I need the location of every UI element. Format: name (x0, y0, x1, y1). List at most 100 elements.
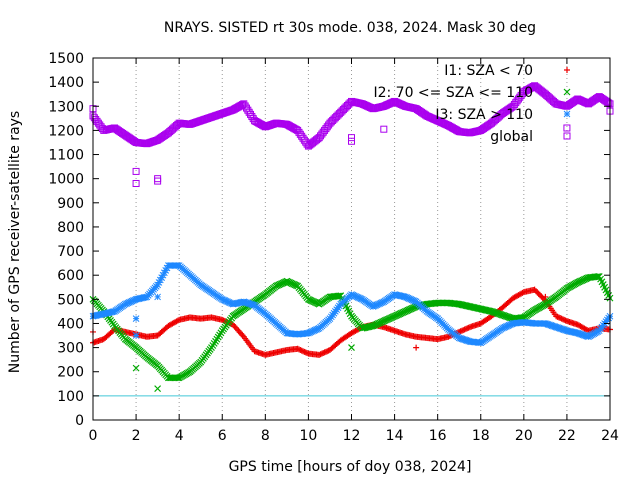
data-point (535, 290, 542, 297)
data-point (297, 347, 304, 354)
data-point (554, 313, 561, 320)
data-point (301, 348, 308, 355)
data-point (121, 300, 129, 308)
y-tick-label: 1300 (48, 99, 84, 115)
data-point (159, 271, 167, 279)
data-point (316, 351, 323, 358)
data-point (317, 351, 324, 358)
data-point (410, 297, 417, 304)
x-tick-label: 6 (218, 428, 227, 444)
y-tick-label: 600 (57, 268, 84, 284)
y-tick-label: 700 (57, 244, 84, 260)
legend: I1: SZA < 70 I2: 70 <= SZA <= 110 I3: SZA … (373, 63, 571, 145)
data-point (500, 324, 507, 332)
outlier-point (154, 177, 162, 185)
y-tick-label: 0 (75, 413, 84, 429)
data-point (225, 298, 233, 306)
data-point (534, 289, 541, 296)
data-point (318, 350, 325, 357)
outlier-point (132, 179, 140, 187)
plot-frame (92, 57, 611, 421)
data-point (462, 325, 469, 332)
data-point (348, 291, 355, 298)
legend-label: I2: 70 <= SZA <= 110 (373, 85, 533, 101)
data-point (220, 296, 227, 304)
x-tick-label: 8 (261, 428, 270, 444)
data-point (519, 289, 526, 296)
tick-layer: 0100200300400500600700800900100011001200… (48, 51, 619, 444)
data-point (131, 296, 139, 304)
data-point (373, 301, 381, 309)
data-point (155, 279, 163, 286)
data-point (218, 295, 226, 303)
data-point (304, 350, 311, 357)
data-point (376, 300, 384, 307)
outlier-point (132, 315, 140, 322)
outlier-point (348, 344, 355, 352)
y-tick-label: 1100 (48, 148, 84, 164)
data-point (371, 302, 378, 310)
y-tick-label: 1400 (48, 75, 84, 91)
outlier-point (413, 344, 420, 351)
outlier-point (132, 332, 140, 339)
legend-marker (563, 88, 571, 96)
data-point (531, 286, 538, 293)
outliers-group (132, 293, 161, 339)
data-point (322, 348, 329, 355)
data-point (156, 276, 164, 284)
data-point (305, 329, 312, 337)
data-point (539, 294, 546, 301)
chart-title: NRAYS. SISTED rt 30s mode. 038, 2024. Ma… (164, 20, 536, 36)
data-point (558, 315, 565, 322)
legend-marker (563, 132, 571, 140)
data-point (158, 274, 166, 281)
x-tick-label: 18 (472, 428, 490, 444)
outliers-group (132, 344, 355, 393)
data-point (294, 345, 301, 352)
data-point (404, 294, 412, 302)
data-point (354, 294, 362, 301)
data-point (536, 292, 543, 299)
data-point (562, 317, 569, 324)
outlier-point (348, 137, 355, 145)
data-point (161, 269, 168, 277)
data-point (498, 324, 506, 332)
data-point (125, 298, 133, 306)
data-point (465, 324, 472, 331)
data-point (350, 292, 358, 300)
data-point (295, 346, 302, 353)
outliers-group (89, 105, 614, 187)
data-point (593, 273, 600, 281)
data-point (154, 281, 161, 289)
data-point (127, 298, 135, 306)
data-point (334, 292, 342, 300)
outlier-point (380, 125, 388, 133)
data-point (130, 297, 137, 304)
data-point (302, 349, 309, 356)
data-layer (89, 82, 614, 393)
x-tick-label: 0 (89, 428, 98, 444)
legend-label: I3: SZA > 110 (435, 107, 533, 123)
outlier-point (542, 293, 549, 300)
data-point (411, 297, 419, 305)
y-tick-label: 800 (57, 220, 84, 236)
x-tick-label: 2 (132, 428, 141, 444)
data-point (298, 347, 305, 354)
outlier-point (348, 134, 355, 142)
data-point (128, 297, 136, 305)
data-point (314, 325, 322, 333)
data-point (501, 323, 509, 331)
outlier-point (132, 167, 140, 175)
data-point (369, 303, 377, 310)
y-tick-label: 300 (57, 341, 84, 357)
data-point (309, 327, 316, 335)
data-point (372, 302, 380, 309)
legend-label: global (490, 129, 533, 145)
data-point (353, 293, 361, 301)
data-point (320, 350, 327, 357)
data-point (123, 300, 131, 307)
x-tick-label: 14 (386, 428, 404, 444)
data-point (505, 321, 513, 329)
